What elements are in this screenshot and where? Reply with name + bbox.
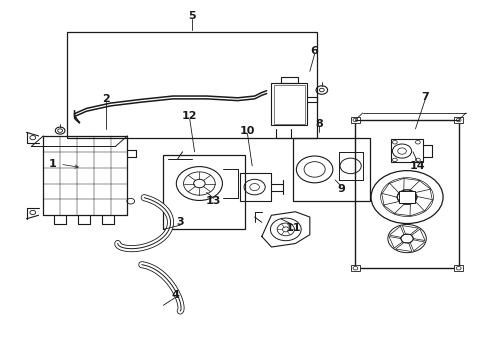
Bar	[355, 120, 459, 268]
Polygon shape	[381, 183, 398, 198]
Polygon shape	[403, 178, 420, 190]
Polygon shape	[415, 188, 433, 201]
Polygon shape	[402, 226, 418, 235]
Text: 9: 9	[337, 184, 345, 194]
Polygon shape	[389, 178, 404, 193]
Polygon shape	[410, 201, 426, 216]
Text: 11: 11	[285, 222, 301, 233]
Circle shape	[397, 190, 416, 204]
Text: 3: 3	[176, 217, 184, 227]
Text: 5: 5	[188, 11, 196, 21]
Bar	[293, 138, 370, 201]
Polygon shape	[410, 240, 425, 251]
Bar	[454, 265, 464, 271]
Bar	[399, 192, 415, 203]
Polygon shape	[382, 193, 399, 206]
Bar	[281, 77, 298, 83]
Text: 2: 2	[102, 94, 110, 104]
Bar	[271, 83, 307, 125]
Text: 6: 6	[311, 46, 319, 56]
Polygon shape	[396, 243, 412, 252]
Polygon shape	[416, 197, 433, 211]
Bar	[274, 85, 305, 123]
Polygon shape	[410, 180, 431, 193]
Polygon shape	[384, 202, 404, 214]
Text: 4: 4	[172, 290, 179, 300]
Polygon shape	[412, 229, 425, 240]
Circle shape	[397, 190, 416, 204]
Text: 12: 12	[182, 112, 197, 121]
Polygon shape	[390, 226, 404, 237]
Bar	[67, 32, 317, 138]
Bar	[351, 265, 360, 271]
Text: 13: 13	[206, 196, 221, 206]
Polygon shape	[394, 204, 412, 216]
Text: 10: 10	[240, 126, 255, 136]
Bar	[351, 117, 360, 123]
Text: 1: 1	[49, 159, 57, 169]
Polygon shape	[389, 237, 403, 248]
Bar	[392, 139, 423, 162]
Bar	[163, 155, 245, 229]
Text: 7: 7	[421, 92, 429, 102]
Text: 14: 14	[410, 161, 426, 171]
Text: 8: 8	[316, 118, 323, 129]
Bar	[454, 117, 464, 123]
